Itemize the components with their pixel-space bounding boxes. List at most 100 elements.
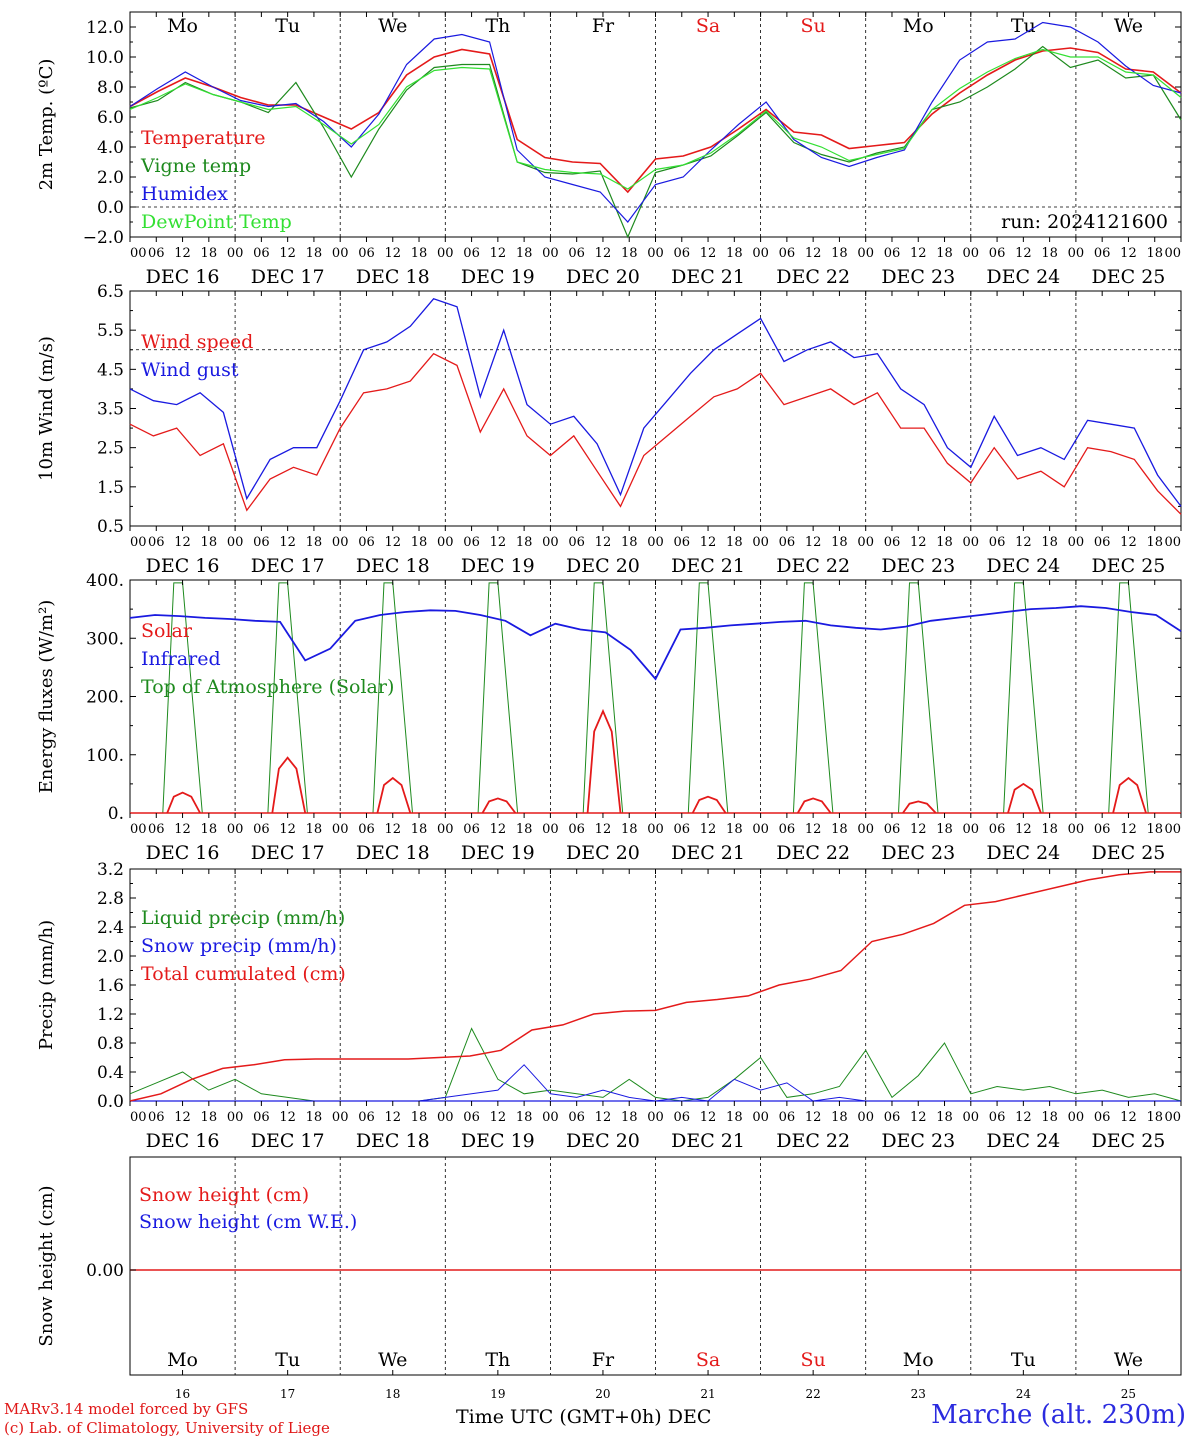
legend-entry: Vigne temp [140,155,251,177]
x-tick-label: 18 [831,535,848,550]
y-tick-label: 0. [108,804,124,824]
x-tick-label: 18 [1041,246,1058,261]
weekday-label: Su [801,1349,826,1371]
x-tick-label: 18 [306,822,323,837]
date-label: DEC 16 [146,555,220,577]
y-axis-label: 2m Temp. (ºC) [36,59,57,191]
x-tick-label: 12 [1015,246,1032,261]
y-tick-label: 2.0 [97,168,124,188]
x-tick-label: 06 [568,535,585,550]
y-tick-label: 8.0 [97,78,124,98]
x-tick-label: 12 [805,822,822,837]
x-tick-label: 18 [936,1110,953,1125]
date-label: DEC 19 [461,266,535,288]
x-tick-label: 06 [884,246,901,261]
x-tick-label: 06 [358,246,375,261]
x-tick-label: 06 [358,1110,375,1125]
x-tick-label: 00 [542,535,559,550]
weekday-label: Tu [1011,1349,1036,1371]
x-tick-label: 00 [857,822,874,837]
date-label: DEC 24 [986,1130,1060,1152]
y-tick-label: 5.5 [97,321,124,341]
y-tick-label: 100. [86,746,124,766]
lab-credit: (c) Lab. of Climatology, University of L… [4,1419,330,1437]
x-tick-label: 00 [963,246,980,261]
x-tick-label: 12 [910,246,927,261]
weekday-label: Mo [167,15,198,37]
y-tick-label: 0.5 [97,517,124,537]
x-tick-label: 12 [490,246,507,261]
x-tick-label: 12 [174,1110,191,1125]
legend-entry: Snow precip (mm/h) [141,935,337,957]
day-number-label: 20 [595,1387,610,1401]
weekday-label: Tu [275,1349,300,1371]
x-tick-label: 12 [805,246,822,261]
x-tick-label: 12 [279,246,296,261]
x-tick-label: 00 [752,1110,769,1125]
model-credit: MARv3.14 model forced by GFS [4,1400,249,1418]
weekday-label: Mo [903,15,934,37]
date-label: DEC 17 [251,555,325,577]
x-tick-label: 00 [332,535,349,550]
x-tick-label: 06 [779,822,796,837]
date-label: DEC 16 [146,1130,220,1152]
solar-line [376,776,412,814]
weekday-label: Tu [1011,15,1036,37]
toa-solar-line [162,582,203,814]
x-tick-label: 18 [411,1110,428,1125]
x-tick-label: 18 [621,535,638,550]
date-label: DEC 23 [881,266,955,288]
x-tick-label: 06 [148,535,165,550]
y-tick-label: 0.4 [97,1063,124,1083]
day-number-label: 21 [700,1387,715,1401]
x-tick-label: 12 [490,822,507,837]
y-tick-label: 6.0 [97,108,124,128]
y-tick-label: −2.0 [83,228,124,248]
x-tick-label: 12 [174,535,191,550]
weekday-label: Fr [592,15,615,37]
date-label: DEC 19 [461,1130,535,1152]
x-tick-label: 06 [568,246,585,261]
x-tick-label: 06 [1094,1110,1111,1125]
x-tick-label: 00 [437,246,454,261]
x-tick-label: 12 [700,822,717,837]
solar-line [586,708,622,814]
x-tick-label: 00 [227,535,244,550]
y-tick-label: 200. [86,688,124,708]
x-tick-label: 00 [963,535,980,550]
legend-entry: Total cumulated (cm) [141,963,346,985]
x-tick-label: 06 [884,535,901,550]
y-tick-label: 2.5 [97,439,124,459]
legend-entry: DewPoint Temp [141,211,292,233]
wind-series-line [129,298,1182,507]
y-tick-label: 1.6 [97,976,124,996]
x-tick-label: 12 [490,1110,507,1125]
x-tick-label: 12 [1015,535,1032,550]
x-tick-label: 18 [1146,246,1163,261]
y-axis-label: Energy fluxes (W/m²) [36,600,57,794]
date-label: DEC 19 [461,555,535,577]
legend-entry: Top of Atmosphere (Solar) [141,676,394,698]
date-label: DEC 22 [776,266,850,288]
x-tick-label: 00 [647,246,664,261]
x-tick-label: 18 [831,246,848,261]
y-tick-label: 3.5 [97,400,124,420]
x-tick-label: 00 [1068,1110,1085,1125]
x-tick-label: 00 [752,535,769,550]
x-tick-label: 06 [674,1110,691,1125]
y-tick-label: 0.8 [97,1034,124,1054]
date-label: DEC 21 [671,555,745,577]
x-tick-label: 06 [989,246,1006,261]
solar-line [481,797,517,814]
x-tick-label: 00 [332,246,349,261]
weekday-label: We [1114,1349,1143,1371]
x-tick-label: 12 [595,822,612,837]
legend-entry: Snow height (cm W.E.) [139,1211,357,1233]
legend-entry: Wind gust [141,359,239,381]
x-tick-label: 18 [726,246,743,261]
x-tick-label: 18 [411,246,428,261]
date-label: DEC 25 [1092,1130,1166,1152]
x-tick-label: 00 [1068,535,1085,550]
x-tick-label: 00 [542,1110,559,1125]
